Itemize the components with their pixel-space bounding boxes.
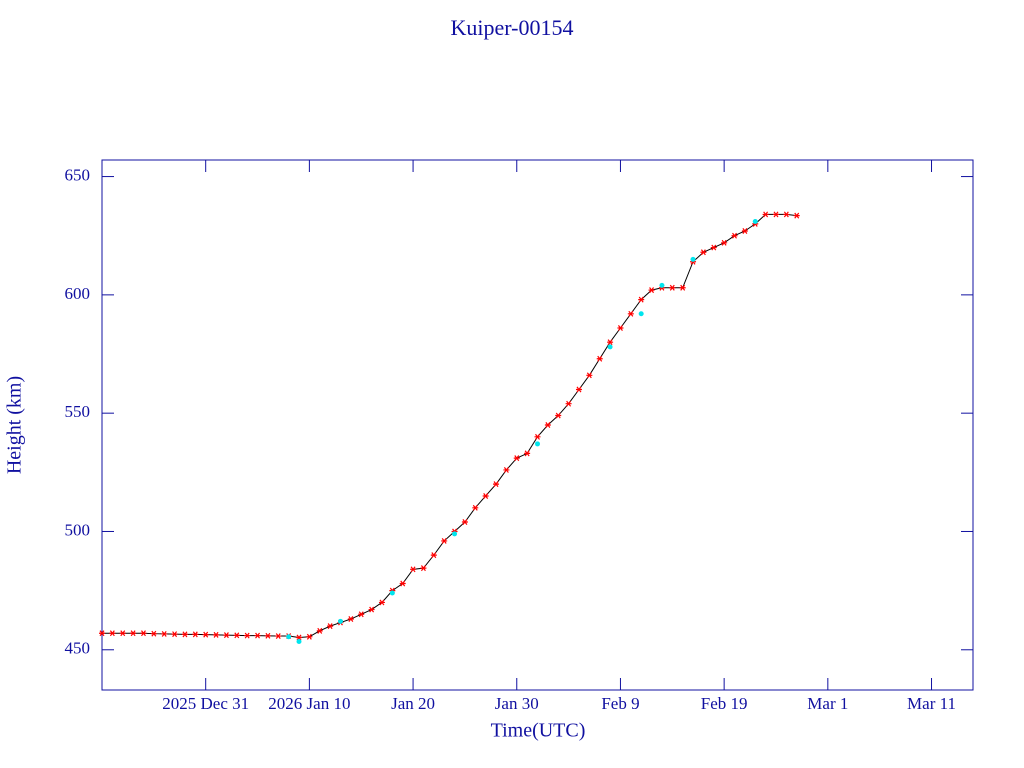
point — [690, 256, 696, 262]
point — [534, 433, 541, 440]
point — [535, 441, 540, 447]
point — [140, 630, 147, 637]
point — [399, 580, 406, 587]
point — [679, 284, 686, 291]
point — [410, 566, 417, 573]
point — [389, 590, 395, 596]
point — [544, 422, 551, 428]
point — [327, 623, 334, 630]
point — [472, 504, 479, 511]
point — [99, 630, 105, 637]
point — [296, 634, 303, 641]
y-axis-label: Height (km) — [4, 376, 26, 474]
point — [772, 211, 779, 218]
x-tick-label: Mar 1 — [807, 694, 848, 713]
point — [731, 232, 738, 239]
x-tick-label: Feb 19 — [701, 694, 748, 713]
point — [669, 284, 676, 291]
point — [430, 552, 437, 559]
point — [233, 632, 240, 639]
point — [700, 249, 707, 256]
point — [638, 311, 644, 317]
x-tick-label: Mar 11 — [907, 694, 956, 713]
point — [275, 633, 282, 640]
point — [493, 481, 500, 488]
point — [109, 630, 116, 637]
y-tick-label: 500 — [65, 520, 91, 539]
y-tick-label: 600 — [65, 284, 91, 303]
point — [296, 638, 302, 644]
point — [181, 631, 188, 638]
point — [306, 633, 313, 640]
point — [503, 466, 510, 473]
x-tick-label: Jan 30 — [495, 694, 539, 713]
point — [627, 310, 634, 317]
point — [461, 519, 468, 525]
point — [420, 565, 427, 572]
point — [358, 611, 365, 618]
point — [316, 627, 323, 634]
x-axis-label: Time(UTC) — [491, 720, 586, 742]
point — [659, 282, 665, 288]
point — [192, 631, 199, 638]
point — [607, 339, 614, 346]
point — [575, 386, 582, 393]
y-tick-label: 650 — [65, 165, 91, 184]
point — [721, 239, 728, 246]
point — [223, 632, 230, 639]
point — [524, 450, 531, 457]
point — [347, 616, 354, 622]
point — [213, 631, 220, 638]
point — [119, 630, 126, 637]
point — [648, 287, 655, 294]
x-tick-label: 2025 Dec 31 — [162, 694, 249, 713]
point — [565, 400, 572, 407]
point — [596, 355, 603, 362]
point — [586, 372, 593, 379]
point — [762, 211, 769, 218]
plot-frame — [101, 159, 974, 691]
point — [513, 455, 520, 462]
point — [378, 599, 385, 606]
point — [244, 632, 251, 639]
point — [741, 228, 748, 234]
point — [286, 634, 292, 640]
point — [254, 632, 261, 639]
point — [482, 493, 489, 499]
point — [161, 630, 168, 637]
point — [710, 244, 717, 251]
point — [752, 219, 758, 225]
x-tick-label: Feb 9 — [601, 694, 639, 713]
point — [171, 631, 178, 638]
point — [607, 344, 613, 350]
point — [452, 531, 458, 537]
point — [337, 618, 343, 624]
point — [617, 325, 624, 331]
x-tick-label: 2026 Jan 10 — [268, 694, 350, 713]
point — [368, 606, 375, 613]
point — [264, 632, 271, 639]
chart-title: Kuiper-00154 — [451, 15, 574, 40]
point — [638, 296, 645, 303]
point — [793, 212, 800, 219]
point — [555, 412, 562, 419]
y-tick-label: 550 — [65, 402, 91, 421]
point — [783, 211, 790, 218]
trend-line — [102, 213, 797, 638]
point — [202, 631, 209, 638]
x-tick-label: Jan 20 — [391, 694, 435, 713]
point — [150, 630, 157, 637]
point — [441, 537, 448, 544]
point — [130, 630, 137, 637]
y-tick-label: 450 — [65, 639, 91, 658]
